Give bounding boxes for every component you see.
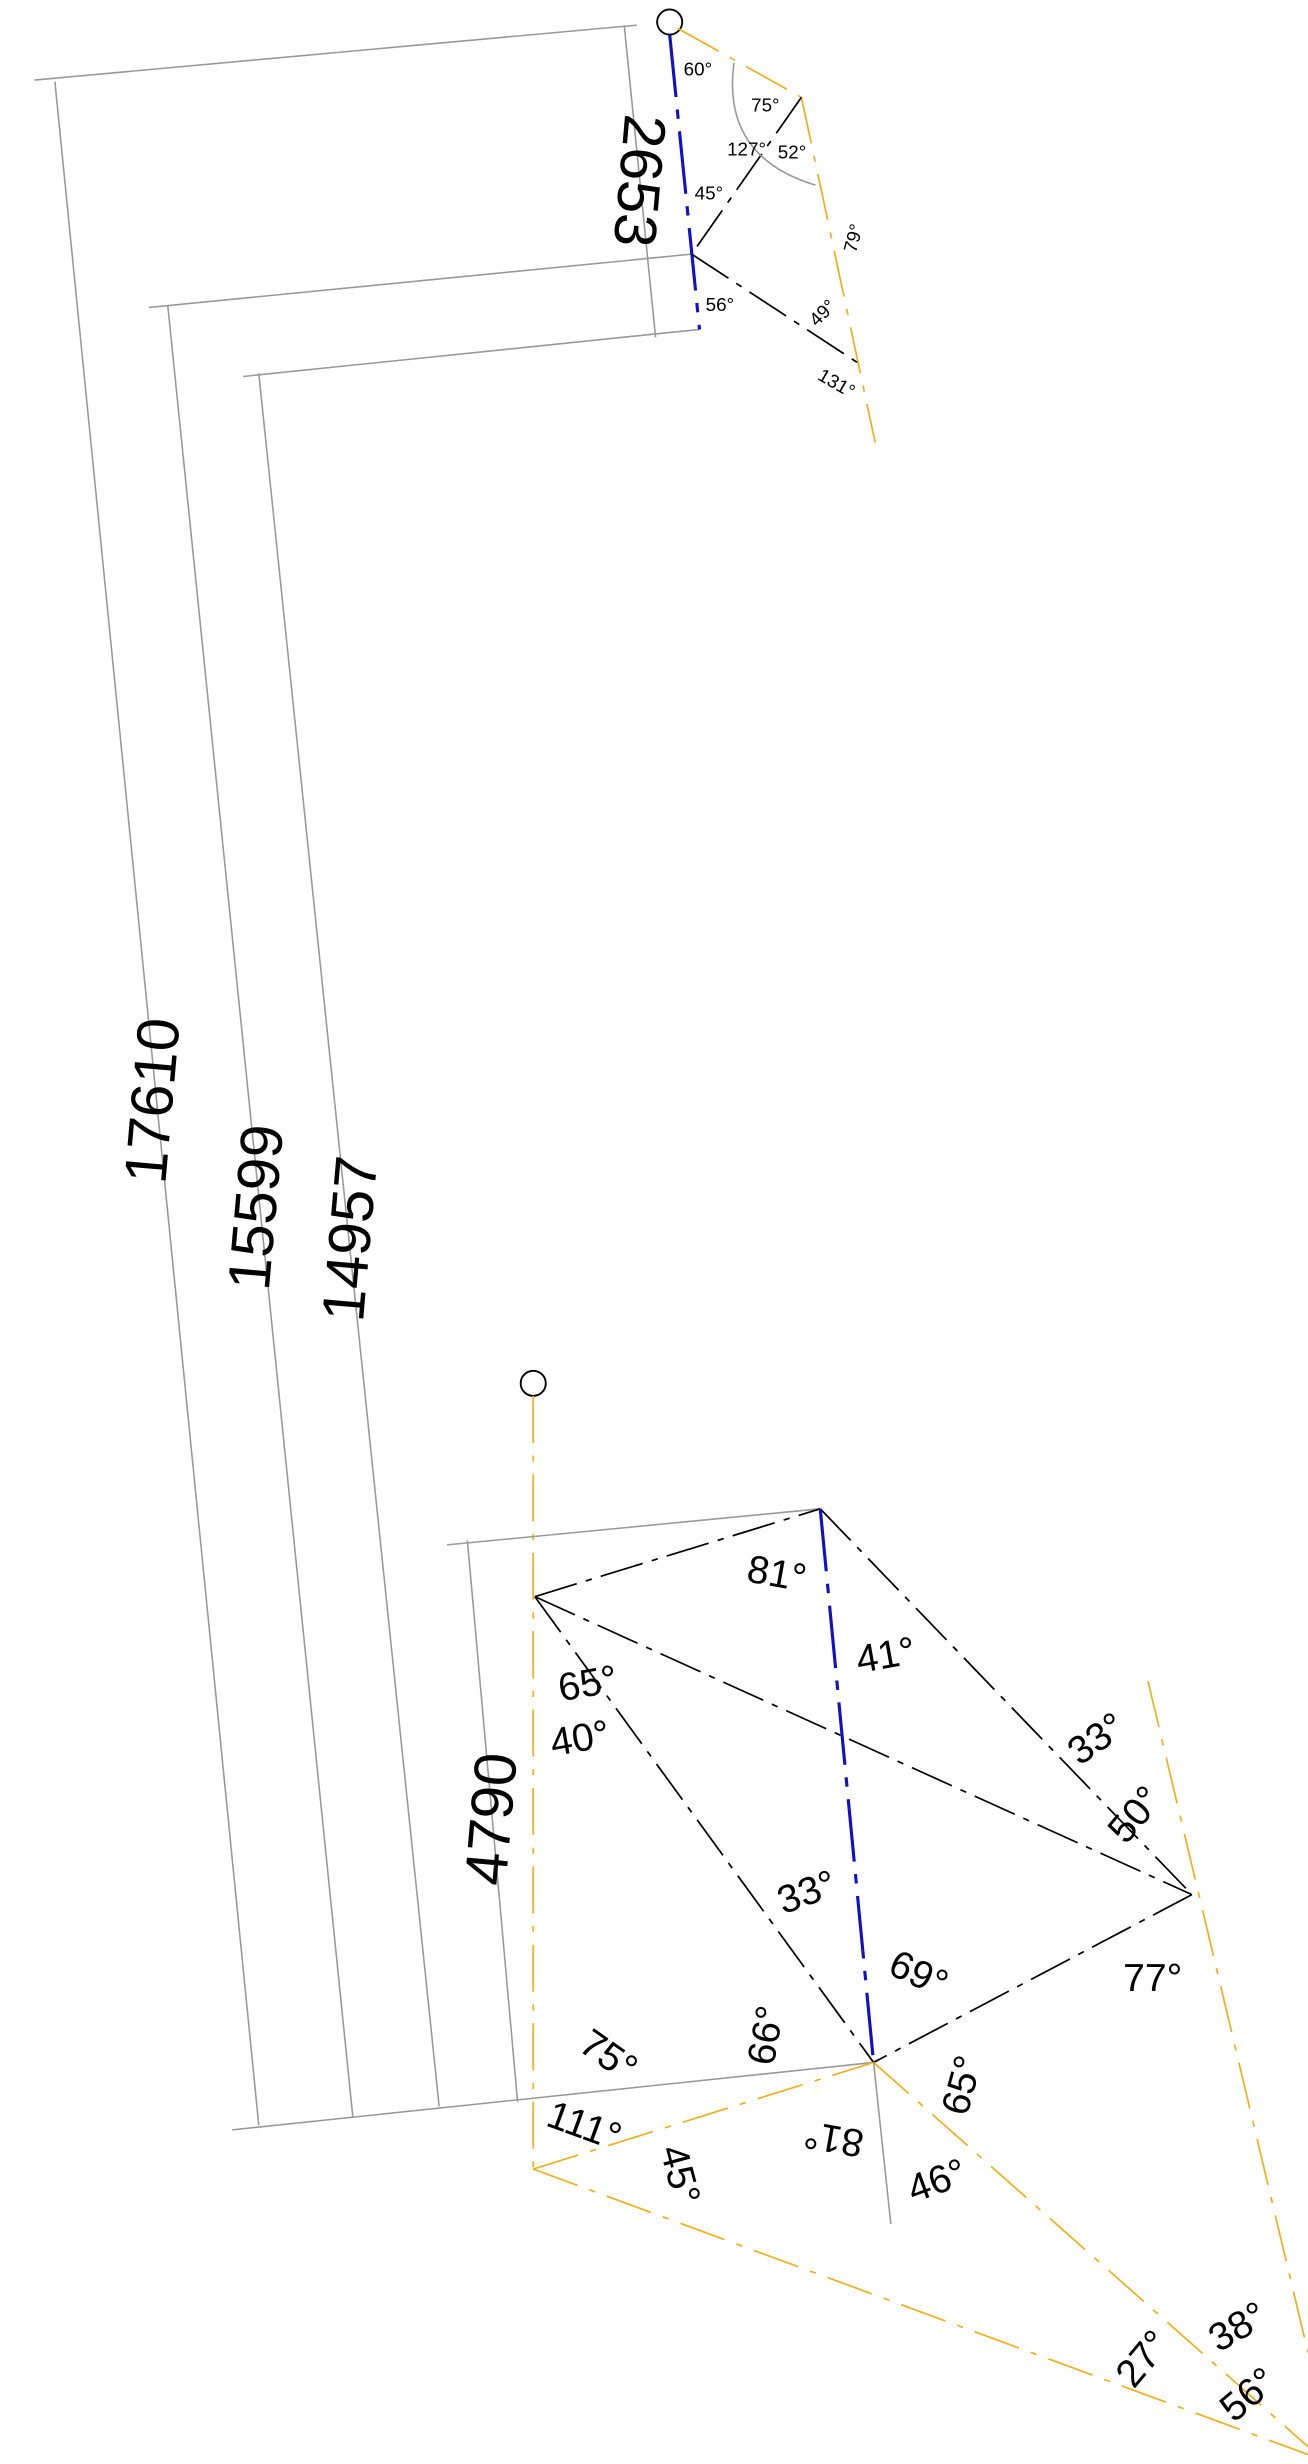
top-geometry bbox=[34, 8, 876, 2131]
angle-label: 33° bbox=[1060, 1705, 1133, 1774]
angle-label: 65° bbox=[555, 1658, 621, 1711]
angle-label: 75° bbox=[572, 2021, 645, 2090]
angle-label: 45° bbox=[651, 2141, 708, 2209]
angle-label: 56° bbox=[1212, 2359, 1285, 2430]
angle-label: 41° bbox=[853, 1629, 919, 1682]
angle-label: 27° bbox=[1108, 2323, 1179, 2396]
angle-label: 81° bbox=[744, 1548, 810, 1601]
angle-label: 40° bbox=[547, 1713, 613, 1766]
dimension-label: 4790 bbox=[452, 1750, 530, 1888]
angle-label: 60° bbox=[684, 59, 712, 80]
angle-label: 111° bbox=[541, 2093, 626, 2159]
dimension-label: 15599 bbox=[215, 1122, 296, 1293]
dimension-label: 2653 bbox=[601, 112, 679, 250]
dimension-label: 17610 bbox=[111, 1015, 192, 1186]
dimension-label: 14957 bbox=[309, 1153, 390, 1324]
angle-label: 75° bbox=[751, 95, 779, 116]
angle-label: 56° bbox=[706, 294, 734, 315]
angle-label: 49° bbox=[805, 295, 840, 330]
angle-label: 79° bbox=[839, 222, 867, 255]
angle-label: 33° bbox=[772, 1862, 842, 1923]
angle-label: 81° bbox=[801, 2112, 867, 2165]
angle-label: 131° bbox=[815, 364, 859, 402]
angle-label: 52° bbox=[778, 142, 806, 163]
angle-label: 69° bbox=[882, 1942, 954, 2006]
angle-label: 66° bbox=[740, 2002, 793, 2068]
angle-label: 127° bbox=[727, 139, 766, 160]
angle-label: 50° bbox=[1100, 1778, 1171, 1851]
angle-label: 45° bbox=[695, 183, 723, 204]
angle-label: 65° bbox=[934, 2051, 991, 2119]
angle-label: 46° bbox=[902, 2151, 972, 2212]
bottom-geometry bbox=[446, 1369, 1308, 2456]
angle-label: 38° bbox=[1202, 2294, 1275, 2361]
angle-label: 77° bbox=[1123, 1957, 1182, 2000]
